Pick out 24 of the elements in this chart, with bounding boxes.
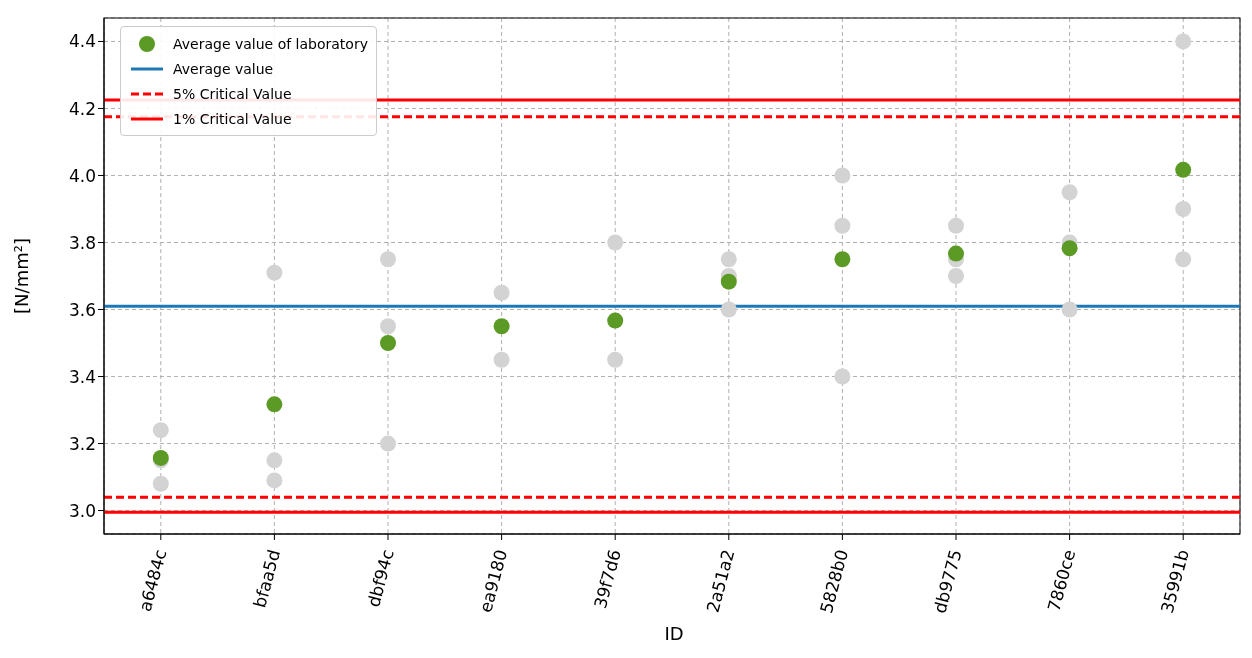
- x-tick-label: 7860ce: [1043, 547, 1080, 614]
- legend-label: Average value of laboratory: [173, 35, 368, 52]
- y-tick-label: 3.0: [68, 500, 96, 521]
- legend-label: 1% Critical Value: [173, 110, 292, 127]
- x-tick-label: dbf94c: [363, 547, 398, 610]
- legend-label: 5% Critical Value: [173, 85, 292, 102]
- legend-label: Average value: [173, 60, 274, 77]
- x-tick-label: a6484c: [134, 547, 171, 614]
- x-tick-label: bfaa5d: [249, 547, 285, 610]
- y-tick-label: 3.8: [68, 232, 96, 253]
- x-tick-label: 39f7d6: [590, 547, 625, 611]
- x-axis-title: ID: [663, 623, 685, 644]
- y-tick-label: 4.2: [68, 98, 96, 119]
- y-tick-label: 4.0: [68, 165, 96, 186]
- y-tick-label: 3.2: [68, 433, 96, 454]
- x-tick-label: 2a51a2: [702, 547, 739, 615]
- y-axis-title: [N/mm²]: [11, 238, 32, 314]
- x-tick-label: 5828b0: [815, 547, 853, 616]
- y-tick-label: 4.4: [68, 31, 96, 52]
- y-tick-label: 3.6: [68, 299, 96, 320]
- x-tick-label: 35991b: [1156, 547, 1193, 616]
- x-tick-label: ea9180: [475, 547, 512, 615]
- x-tick-label: db9775: [929, 547, 966, 616]
- y-tick-label: 3.4: [68, 366, 96, 387]
